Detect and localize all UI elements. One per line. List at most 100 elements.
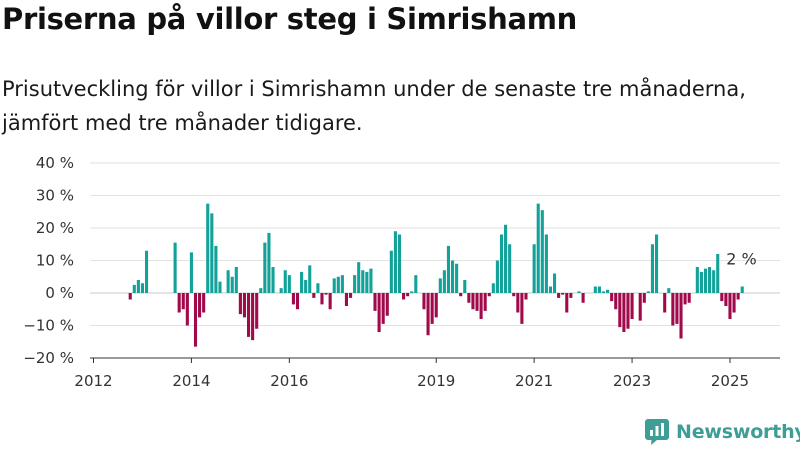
bar	[393, 231, 397, 293]
bar	[430, 293, 434, 324]
bar	[450, 260, 455, 293]
bar	[385, 293, 389, 316]
bar	[512, 293, 516, 297]
x-tick-label: 2016	[270, 372, 308, 390]
y-tick-label: 10 %	[36, 252, 74, 270]
bar	[446, 245, 451, 294]
bar	[610, 293, 614, 302]
bar	[410, 291, 414, 294]
bar	[716, 254, 720, 293]
bar	[471, 293, 475, 310]
bar	[565, 293, 569, 313]
x-tick-label: 2019	[417, 372, 455, 390]
bar	[230, 276, 234, 293]
bar	[193, 293, 198, 347]
bar	[577, 291, 581, 294]
bar	[361, 270, 365, 293]
bar	[189, 252, 193, 294]
y-tick-label: −10 %	[23, 317, 74, 335]
y-tick-label: 20 %	[36, 219, 74, 237]
bar	[304, 280, 308, 293]
bar	[377, 293, 381, 332]
bar	[552, 273, 557, 293]
bar	[728, 293, 732, 319]
bar	[667, 288, 671, 294]
bar	[214, 245, 218, 294]
bar	[181, 293, 185, 310]
bar	[732, 293, 736, 313]
bar	[136, 280, 140, 293]
brand-name: Newsworthy	[676, 421, 800, 443]
bar	[483, 293, 487, 311]
x-tick-label: 2023	[613, 372, 651, 390]
bar	[353, 275, 357, 294]
bar	[426, 293, 430, 336]
bar	[226, 270, 230, 293]
bar	[185, 293, 189, 326]
chart-axis: 40 % 30 % 20 % 10 % 0 % −10 % −20 %2012 2014 201…	[23, 154, 780, 390]
bar	[295, 293, 300, 310]
bar	[202, 293, 206, 313]
bar	[291, 293, 295, 305]
bar	[177, 293, 181, 313]
x-tick-label: 2021	[515, 372, 553, 390]
bar	[491, 283, 495, 293]
bar	[287, 275, 291, 294]
bar	[344, 293, 349, 306]
bar	[642, 293, 646, 303]
bar	[459, 293, 463, 297]
bar	[320, 293, 324, 305]
bar	[593, 286, 597, 293]
bar	[532, 244, 536, 293]
bar	[724, 293, 728, 306]
bar	[638, 293, 642, 321]
bar	[520, 293, 524, 324]
bar	[654, 234, 659, 293]
bar	[687, 293, 691, 303]
bar	[569, 293, 573, 298]
bar	[173, 242, 177, 294]
bar	[336, 276, 340, 293]
bar	[251, 293, 255, 341]
bar	[475, 293, 479, 311]
bar	[630, 293, 634, 319]
bar	[671, 293, 675, 326]
bar	[300, 271, 304, 294]
bar	[234, 267, 238, 293]
bar	[389, 250, 393, 293]
bar	[316, 283, 320, 293]
bar	[283, 270, 287, 293]
bar	[312, 293, 316, 298]
bar	[463, 280, 467, 293]
page-subtitle: Prisutveckling för villor i Simrishamn u…	[2, 77, 746, 135]
bar	[467, 293, 471, 303]
bar	[622, 293, 626, 332]
bar	[328, 293, 332, 310]
bar	[536, 203, 540, 294]
bar	[736, 293, 740, 300]
bar	[561, 293, 565, 295]
bar	[140, 283, 145, 293]
bar	[242, 293, 247, 318]
y-tick-label: 40 %	[36, 154, 74, 172]
bar	[442, 270, 446, 293]
bar	[557, 293, 561, 298]
bar	[210, 213, 214, 294]
bar	[397, 234, 402, 293]
bar	[699, 271, 703, 294]
bar	[206, 203, 210, 294]
y-tick-label: 0 %	[45, 284, 74, 302]
bar	[618, 293, 622, 328]
bar	[365, 271, 369, 294]
bar	[606, 289, 610, 293]
bar	[455, 263, 459, 293]
bar	[708, 267, 712, 293]
bar	[218, 281, 222, 294]
bar	[544, 234, 548, 293]
bar	[740, 286, 744, 293]
bar	[504, 224, 508, 293]
bar	[267, 232, 271, 294]
bar	[495, 260, 499, 293]
bar	[308, 265, 312, 294]
